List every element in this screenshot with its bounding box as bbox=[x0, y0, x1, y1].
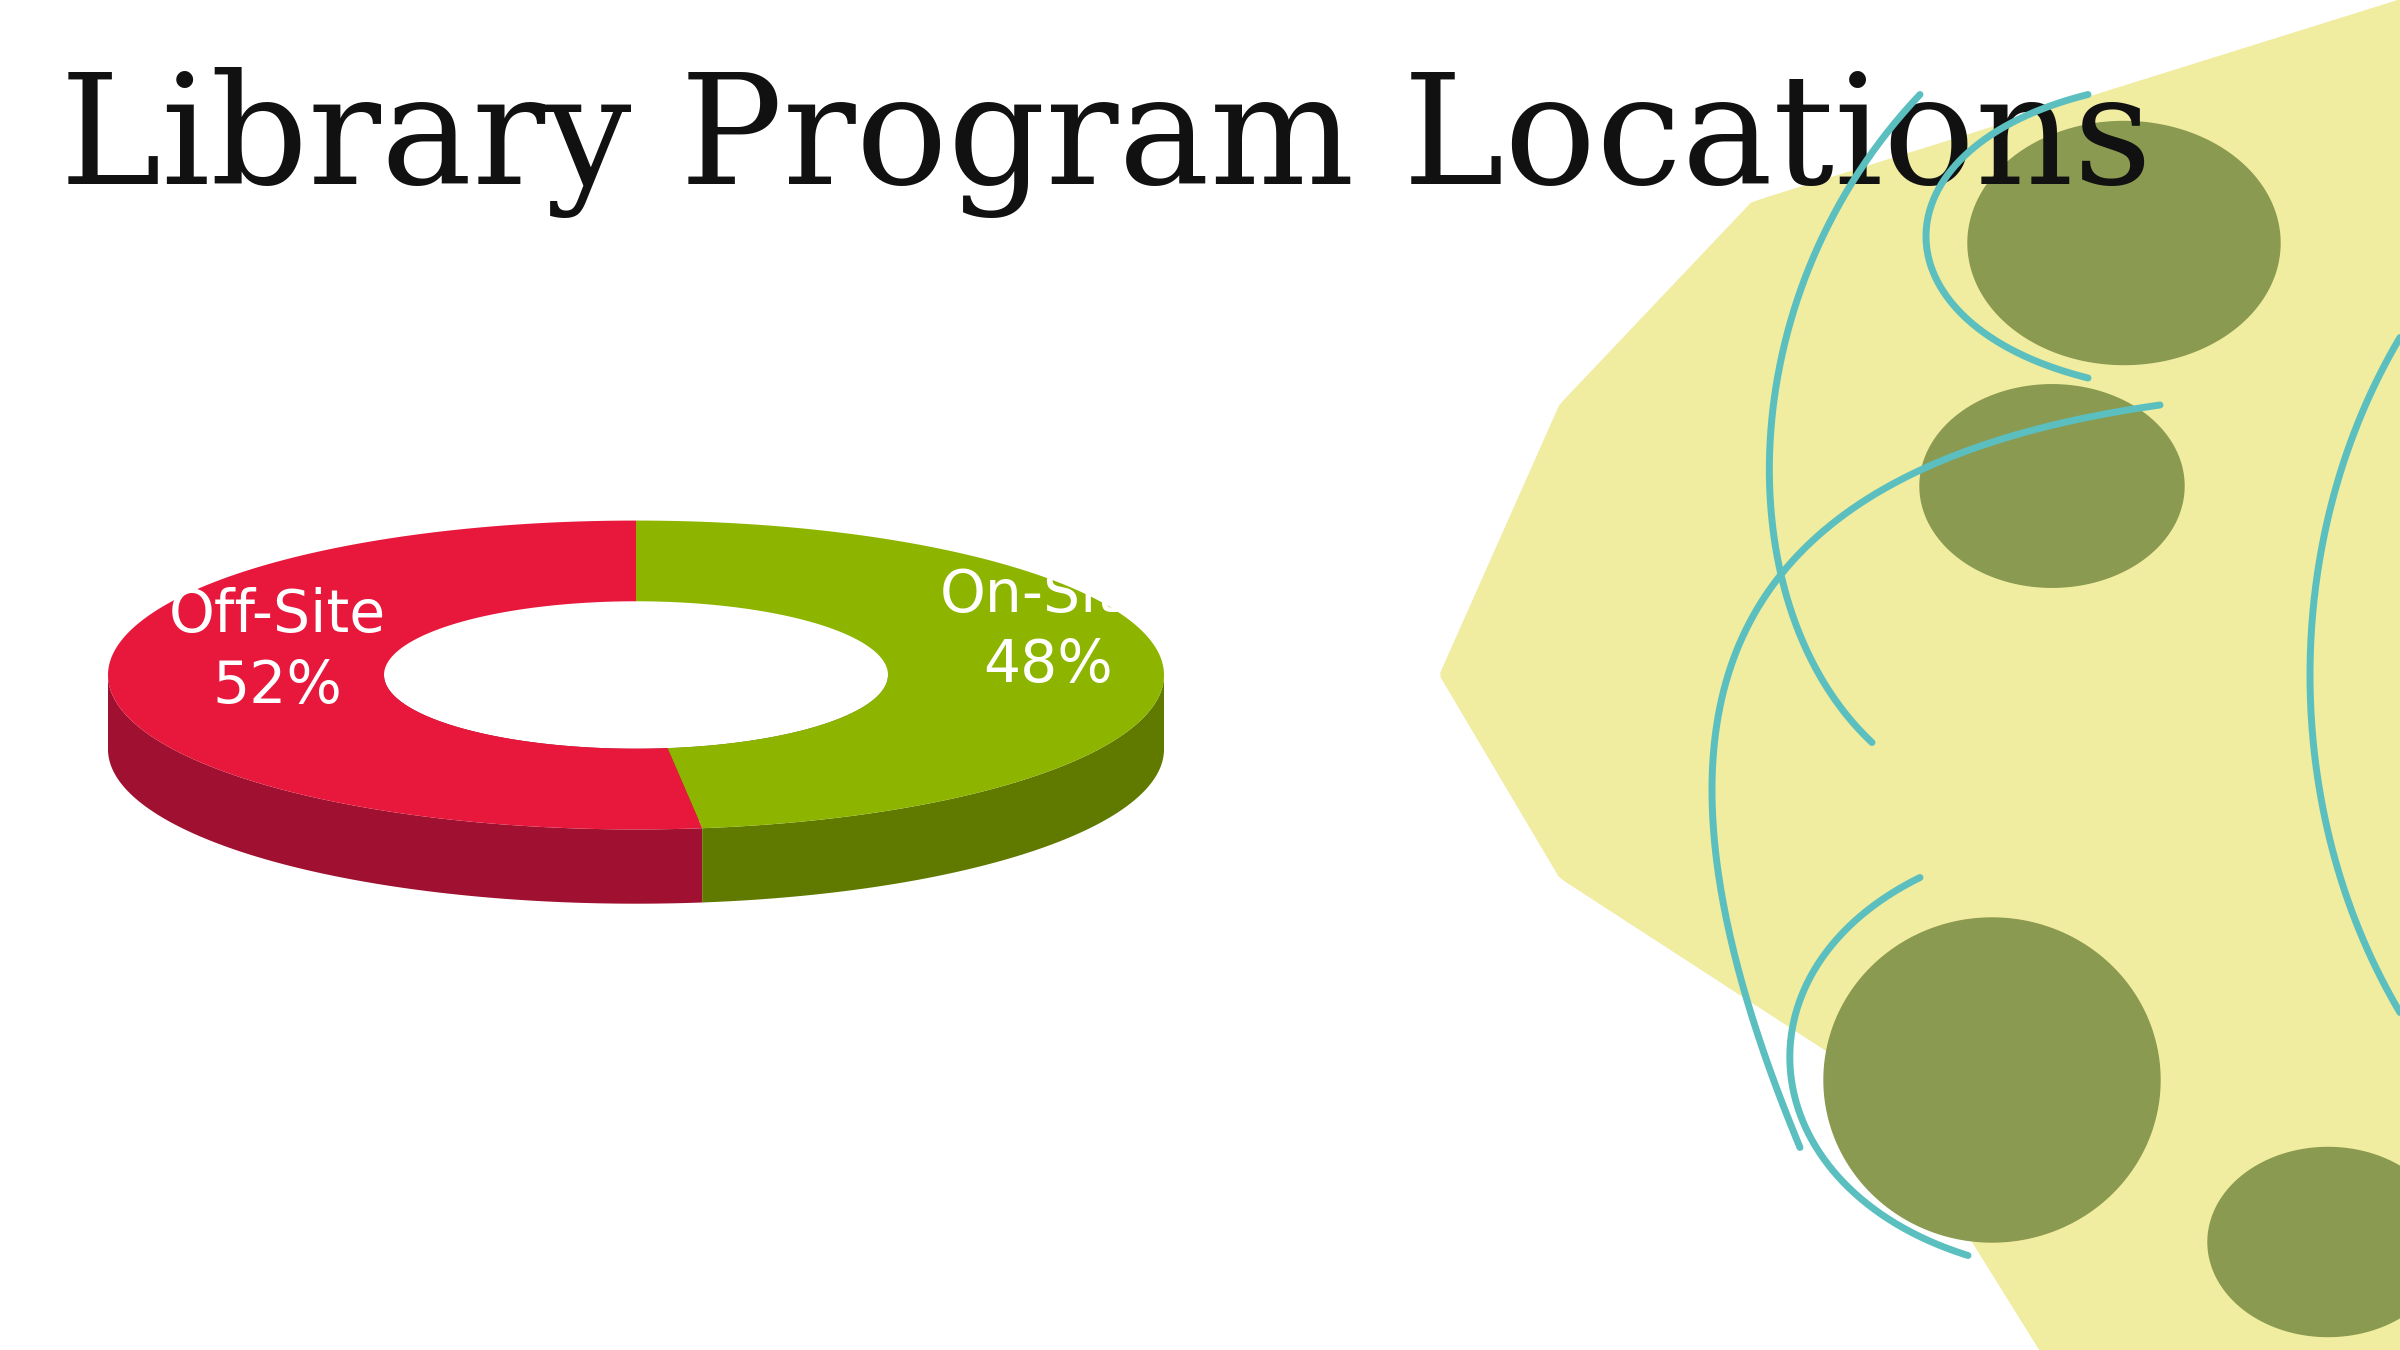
Polygon shape bbox=[1968, 122, 2280, 364]
Polygon shape bbox=[1920, 385, 2184, 587]
Polygon shape bbox=[703, 675, 1164, 902]
Polygon shape bbox=[667, 675, 888, 822]
Text: Off-Site
52%: Off-Site 52% bbox=[168, 587, 386, 716]
Polygon shape bbox=[108, 675, 703, 903]
Text: On-Site
48%: On-Site 48% bbox=[941, 567, 1157, 694]
Polygon shape bbox=[636, 521, 1164, 828]
Polygon shape bbox=[108, 521, 703, 829]
Polygon shape bbox=[1440, 0, 2400, 1350]
Polygon shape bbox=[2208, 1148, 2400, 1336]
Polygon shape bbox=[1824, 918, 2160, 1242]
Text: Library Program Locations: Library Program Locations bbox=[60, 68, 2153, 219]
Polygon shape bbox=[384, 675, 667, 824]
